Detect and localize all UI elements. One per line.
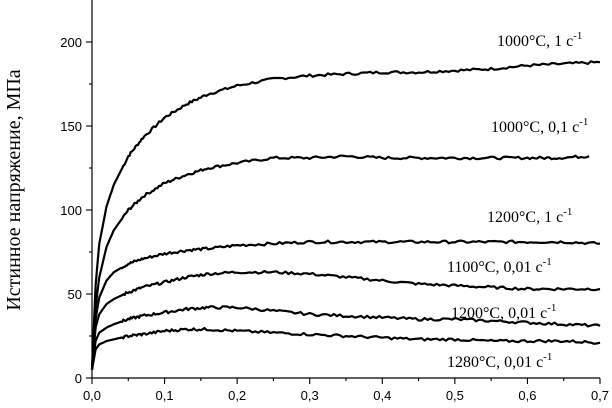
y-tick-label: 150 bbox=[60, 119, 82, 134]
series-lines bbox=[90, 60, 601, 370]
curve-label-text: 1100°C, 0,01 с bbox=[447, 259, 543, 276]
curve-label-text: 1200°C, 0,01 с bbox=[451, 305, 547, 322]
curve-label-text: 1200°C, 1 с bbox=[487, 209, 563, 226]
curve-label-exponent: -1 bbox=[547, 302, 556, 314]
series-line-4 bbox=[90, 305, 601, 370]
x-ticks: 0,0 0,1 0,2 0,3 0,4 0,5 0,6 0,7 bbox=[83, 378, 609, 403]
y-tick-label: 50 bbox=[68, 287, 82, 302]
curve-label-exponent: -1 bbox=[543, 256, 552, 268]
series-line-2 bbox=[90, 239, 601, 370]
x-tick-label: 0,7 bbox=[591, 388, 609, 403]
curve-label-exponent: -1 bbox=[543, 351, 552, 363]
curve-label-exponent: -1 bbox=[579, 116, 588, 128]
y-ticks: 0 50 100 150 200 bbox=[60, 35, 92, 386]
x-tick-label: 0,5 bbox=[446, 388, 464, 403]
curve-label-0: 1000°C, 1 с-1 bbox=[497, 30, 582, 50]
curve-label-2: 1200°C, 1 с-1 bbox=[487, 206, 572, 226]
x-tick-label: 0,3 bbox=[301, 388, 319, 403]
curve-label-5: 1280°C, 0,01 с-1 bbox=[447, 351, 552, 371]
curve-label-text: 1000°C, 0,1 с bbox=[491, 119, 579, 136]
curve-label-text: 1000°C, 1 с bbox=[497, 33, 573, 50]
x-tick-label: 0,2 bbox=[228, 388, 246, 403]
x-tick-label: 0,4 bbox=[373, 388, 391, 403]
x-tick-label: 0,6 bbox=[518, 388, 536, 403]
curve-label-1: 1000°C, 0,1 с-1 bbox=[491, 116, 588, 136]
curve-label-text: 1280°C, 0,01 с bbox=[447, 354, 543, 371]
y-tick-label: 100 bbox=[60, 203, 82, 218]
curve-label-exponent: -1 bbox=[573, 30, 582, 42]
curve-label-3: 1100°C, 0,01 с-1 bbox=[447, 256, 552, 276]
series-line-0 bbox=[90, 60, 601, 370]
y-axis-label: Истинное напряжение, МПа bbox=[3, 69, 25, 310]
y-tick-label: 0 bbox=[75, 371, 82, 386]
curve-label-4: 1200°C, 0,01 с-1 bbox=[451, 302, 556, 322]
series-line-3 bbox=[90, 269, 601, 370]
y-tick-label: 200 bbox=[60, 35, 82, 50]
series-line-1 bbox=[90, 154, 590, 370]
series-line-5 bbox=[90, 326, 601, 370]
x-tick-label: 0,1 bbox=[156, 388, 174, 403]
x-tick-label: 0,0 bbox=[83, 388, 101, 403]
curve-label-exponent: -1 bbox=[563, 206, 572, 218]
